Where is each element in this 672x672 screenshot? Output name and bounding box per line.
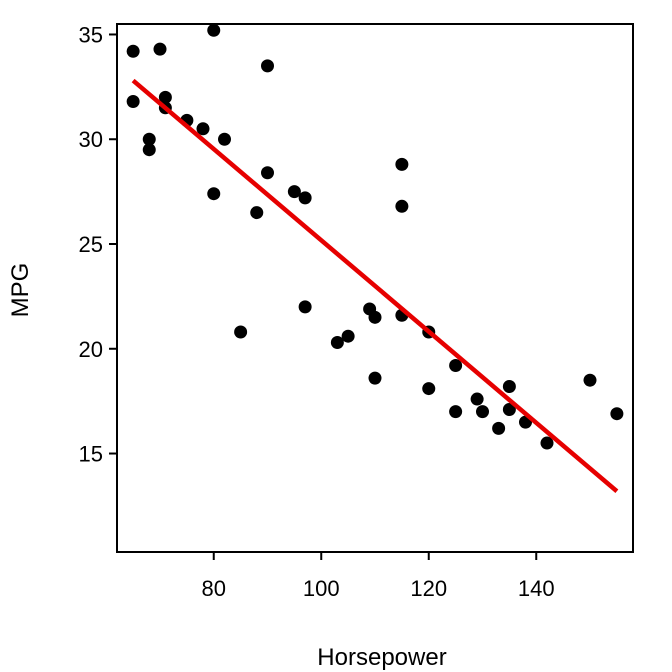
data-point — [298, 300, 312, 314]
data-point — [207, 187, 221, 201]
plot-frame — [116, 23, 634, 553]
y-tick-label: 35 — [79, 22, 103, 47]
x-tick-label: 140 — [518, 576, 555, 601]
data-point — [250, 206, 264, 220]
data-point — [449, 359, 463, 373]
data-point — [476, 405, 489, 419]
data-point — [207, 23, 221, 37]
y-axis-title: MPG — [7, 263, 34, 318]
data-point — [502, 403, 516, 417]
data-point — [368, 310, 382, 324]
data-point — [126, 95, 140, 109]
x-tick-label: 80 — [202, 576, 226, 601]
data-point — [330, 335, 344, 349]
data-point — [158, 90, 172, 104]
x-tick-label: 120 — [410, 576, 447, 601]
data-point — [368, 371, 382, 385]
y-tick-label: 25 — [79, 232, 103, 257]
data-point — [196, 122, 210, 136]
data-point — [449, 405, 463, 419]
x-axis-title: Horsepower — [317, 644, 446, 671]
trendline — [131, 78, 619, 493]
data-point — [218, 132, 231, 146]
data-point — [395, 199, 409, 213]
y-axis-ticks: 15 20 25 30 35 — [79, 22, 117, 467]
data-point — [142, 132, 156, 146]
x-axis-ticks: 80 100 120 140 — [202, 552, 555, 601]
data-point — [610, 407, 624, 421]
data-points — [126, 23, 624, 450]
data-point — [153, 42, 167, 56]
y-tick-label: 20 — [79, 337, 103, 362]
trendline-group — [131, 78, 619, 493]
data-point — [492, 421, 506, 435]
data-point — [261, 59, 274, 73]
data-point — [470, 392, 484, 406]
y-tick-label: 15 — [79, 442, 103, 467]
x-tick-label: 100 — [303, 576, 340, 601]
data-point — [126, 44, 140, 58]
data-point — [234, 325, 248, 339]
data-point — [287, 185, 301, 199]
data-point — [341, 329, 355, 343]
data-point — [142, 143, 156, 157]
data-point — [261, 166, 274, 180]
data-point — [502, 379, 516, 393]
data-point — [395, 157, 409, 171]
data-point — [422, 382, 436, 396]
data-point — [540, 436, 554, 450]
y-tick-label: 30 — [79, 127, 103, 152]
data-point — [583, 373, 597, 387]
data-point — [298, 191, 312, 205]
